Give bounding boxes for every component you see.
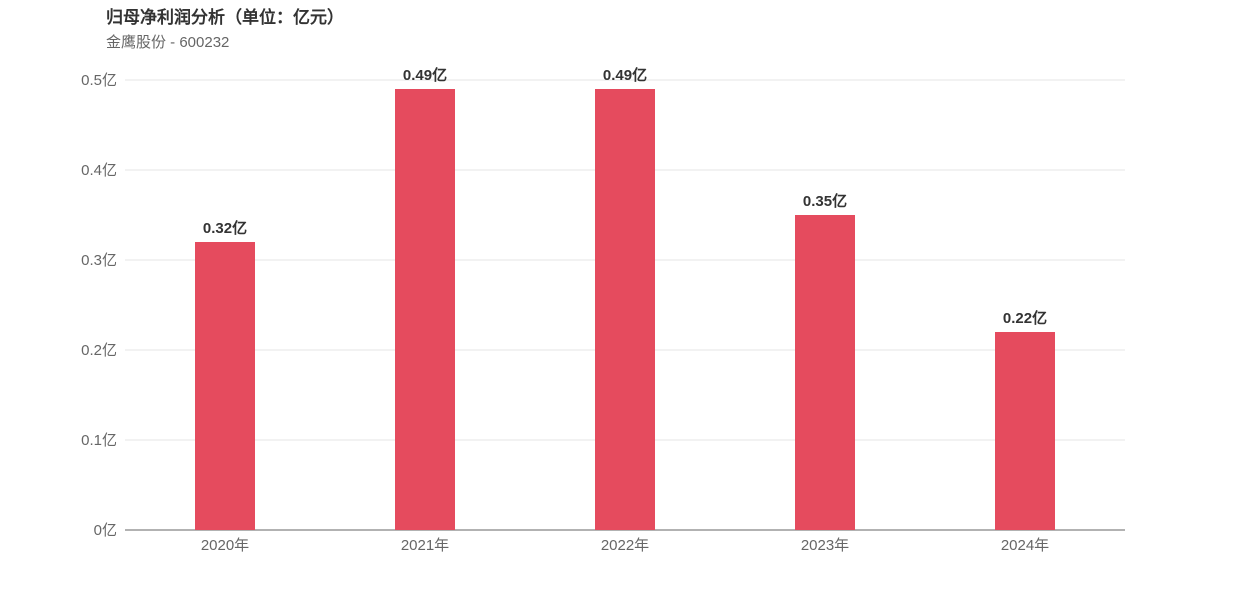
y-tick-label: 0.3亿 — [81, 252, 117, 269]
bar — [195, 242, 255, 530]
chart-subtitle: 金鹰股份 - 600232 — [106, 34, 230, 51]
bar-value-label: 0.35亿 — [803, 192, 847, 210]
x-tick-label: 2024年 — [1001, 537, 1049, 554]
bar — [395, 89, 455, 530]
x-axis-labels: 2020年 2021年 2022年 2023年 2024年 — [201, 537, 1049, 554]
bar-value-label: 0.32亿 — [203, 219, 247, 237]
bar-value-label: 0.22亿 — [1003, 309, 1047, 327]
x-tick-label: 2023年 — [801, 537, 849, 554]
bar — [995, 332, 1055, 530]
chart-title: 归母净利润分析（单位：亿元） — [106, 8, 344, 27]
bars: 0.32亿 0.49亿 0.49亿 0.35亿 0.22亿 — [195, 66, 1055, 530]
y-tick-label: 0.1亿 — [81, 432, 117, 449]
bar — [595, 89, 655, 530]
x-tick-label: 2020年 — [201, 537, 249, 554]
y-tick-label: 0.2亿 — [81, 342, 117, 359]
y-axis-labels: 0亿 0.1亿 0.2亿 0.3亿 0.4亿 0.5亿 — [81, 72, 117, 539]
bar-value-label: 0.49亿 — [603, 66, 647, 84]
y-tick-label: 0.5亿 — [81, 72, 117, 89]
bar — [795, 215, 855, 530]
x-tick-label: 2022年 — [601, 537, 649, 554]
bar-value-label: 0.49亿 — [403, 66, 447, 84]
y-tick-label: 0亿 — [94, 522, 117, 539]
y-tick-label: 0.4亿 — [81, 162, 117, 179]
x-tick-label: 2021年 — [401, 537, 449, 554]
